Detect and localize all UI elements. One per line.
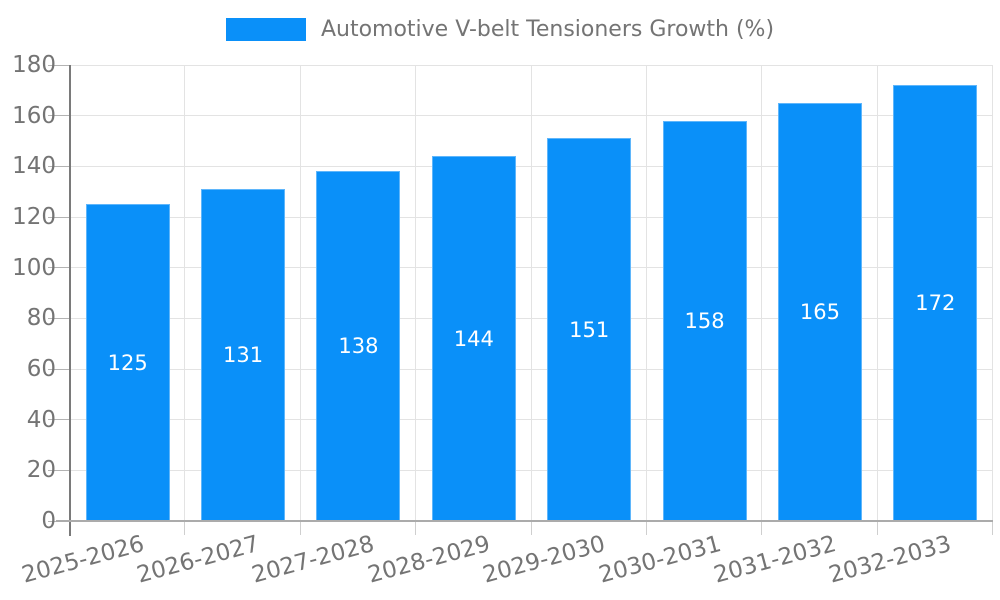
- bar-value-label: 138: [338, 334, 379, 359]
- bar-value-label: 125: [107, 350, 148, 375]
- gridline-vertical: [992, 65, 993, 521]
- bar-value-label: 151: [569, 317, 610, 342]
- y-axis-line: [69, 65, 71, 536]
- bar[interactable]: [85, 204, 170, 521]
- y-axis-label: 180: [12, 52, 56, 78]
- legend-label: Automotive V-belt Tensioners Growth (%): [320, 17, 775, 42]
- y-axis-tick: [48, 115, 70, 117]
- gridline-horizontal: [70, 469, 993, 471]
- bar-value-label: 144: [453, 326, 494, 351]
- y-axis-label: 160: [12, 102, 56, 129]
- y-axis-tick: [48, 368, 70, 370]
- bar[interactable]: [201, 189, 286, 521]
- gridline-horizontal: [70, 317, 993, 319]
- gridline-horizontal: [70, 267, 993, 269]
- x-axis-tick: [761, 521, 763, 535]
- legend-swatch-icon: [225, 18, 306, 41]
- bar-value-label: 172: [915, 291, 956, 316]
- gridline-horizontal: [70, 419, 993, 421]
- y-axis-label: 80: [26, 305, 56, 332]
- x-axis-tick: [299, 521, 301, 535]
- bar-value-label: 158: [684, 308, 725, 333]
- bar[interactable]: [893, 85, 978, 521]
- y-axis-label: 20: [26, 457, 56, 484]
- gridline-horizontal: [70, 165, 993, 167]
- gridline-vertical: [645, 65, 647, 521]
- x-axis-tick: [645, 521, 647, 535]
- x-axis-tick: [876, 521, 878, 535]
- gridline-vertical: [299, 65, 301, 521]
- bar-value-label: 131: [223, 343, 264, 368]
- y-axis-label: 140: [12, 153, 56, 180]
- x-axis-tick: [992, 521, 993, 535]
- y-axis-label: 0: [41, 508, 56, 534]
- plot-area: 0 20 40 60 80 100 120 140 160 180 125 2025-2026 131 2…: [12, 52, 993, 589]
- gridline-vertical: [184, 65, 186, 521]
- y-axis-label: 60: [26, 356, 56, 382]
- y-axis-tick: [48, 419, 70, 421]
- gridline-vertical: [761, 65, 763, 521]
- bar[interactable]: [777, 103, 862, 521]
- y-axis-label: 120: [12, 204, 56, 230]
- gridline-horizontal: [70, 368, 993, 370]
- y-axis-tick: [48, 165, 70, 167]
- gridline-horizontal: [70, 64, 993, 66]
- bar-value-label: 165: [799, 300, 840, 324]
- gridline-vertical: [415, 65, 417, 521]
- legend[interactable]: Automotive V-belt Tensioners Growth (%): [0, 17, 1000, 42]
- x-axis-line: [56, 520, 993, 522]
- gridline-horizontal: [70, 216, 993, 218]
- bar[interactable]: [547, 138, 632, 521]
- x-axis-tick: [415, 521, 417, 535]
- y-axis-label: 100: [12, 254, 56, 281]
- y-axis-tick: [48, 216, 70, 218]
- y-axis-tick: [48, 267, 70, 269]
- y-axis-tick: [48, 64, 70, 66]
- gridline-vertical: [530, 65, 532, 521]
- y-axis-label: 40: [26, 406, 56, 433]
- x-axis-tick: [184, 521, 186, 535]
- bar[interactable]: [316, 171, 401, 521]
- y-axis-tick: [48, 469, 70, 471]
- bar[interactable]: [662, 120, 747, 521]
- gridline-vertical: [876, 65, 878, 521]
- x-axis-tick: [530, 521, 532, 535]
- y-axis-tick: [48, 317, 70, 319]
- gridline-horizontal: [70, 115, 993, 117]
